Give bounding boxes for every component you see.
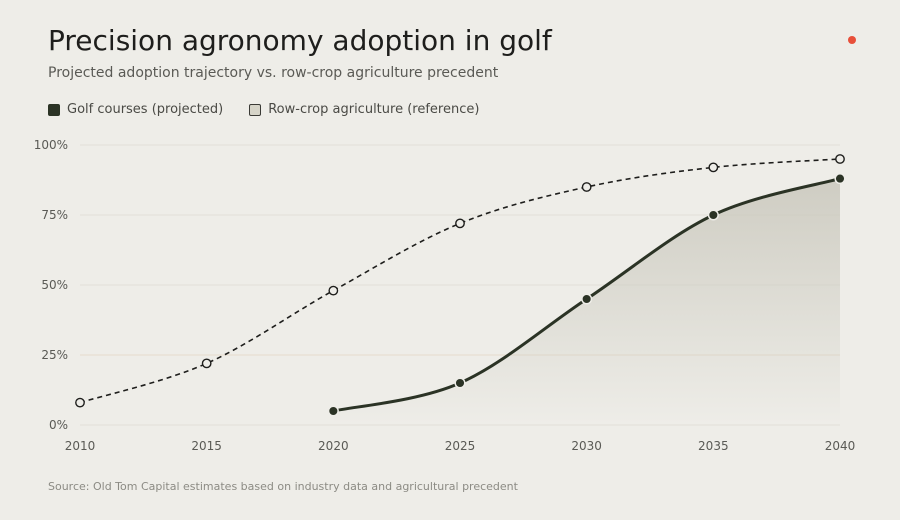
y-tick-label: 0% bbox=[49, 418, 68, 432]
y-tick-label: 100% bbox=[34, 138, 68, 152]
reference-point bbox=[75, 397, 85, 408]
source-note: Source: Old Tom Capital estimates based … bbox=[48, 480, 518, 493]
legend-item-reference[interactable]: Row-crop agriculture (reference) bbox=[249, 102, 479, 117]
x-tick-label: 2040 bbox=[825, 439, 856, 453]
legend-swatch-reference bbox=[249, 103, 262, 116]
golf-point bbox=[834, 173, 846, 185]
x-tick-label: 2020 bbox=[318, 439, 349, 453]
reference-point bbox=[455, 218, 465, 229]
x-tick-label: 2015 bbox=[191, 439, 222, 453]
reference-point bbox=[581, 182, 592, 192]
reference-point bbox=[708, 162, 719, 173]
x-tick-label: 2010 bbox=[65, 439, 96, 453]
legend-label-golf: Golf courses (projected) bbox=[67, 102, 224, 117]
x-tick-label: 2030 bbox=[571, 439, 602, 453]
x-tick-label: 2035 bbox=[698, 439, 729, 453]
legend-label-reference: Row-crop agriculture (reference) bbox=[268, 102, 480, 117]
chart-title: Precision agronomy adoption in golf bbox=[48, 24, 552, 57]
y-tick-label: 75% bbox=[41, 208, 68, 222]
y-tick-label: 50% bbox=[41, 278, 68, 292]
legend-swatch-golf bbox=[48, 103, 60, 116]
golf-point bbox=[581, 293, 593, 305]
chart-legend: Golf courses (projected) Row-crop agricu… bbox=[48, 102, 479, 117]
legend-item-golf[interactable]: Golf courses (projected) bbox=[48, 102, 223, 117]
golf-point bbox=[454, 377, 466, 389]
golf-point bbox=[707, 209, 719, 221]
x-tick-label: 2025 bbox=[445, 439, 476, 453]
reference-point bbox=[328, 285, 339, 296]
chart-subtitle: Projected adoption trajectory vs. row-cr… bbox=[48, 65, 499, 81]
golf-point bbox=[327, 405, 339, 417]
reference-point bbox=[835, 154, 845, 164]
reference-point bbox=[201, 358, 212, 369]
status-dot bbox=[848, 36, 856, 44]
y-tick-label: 25% bbox=[41, 348, 68, 362]
